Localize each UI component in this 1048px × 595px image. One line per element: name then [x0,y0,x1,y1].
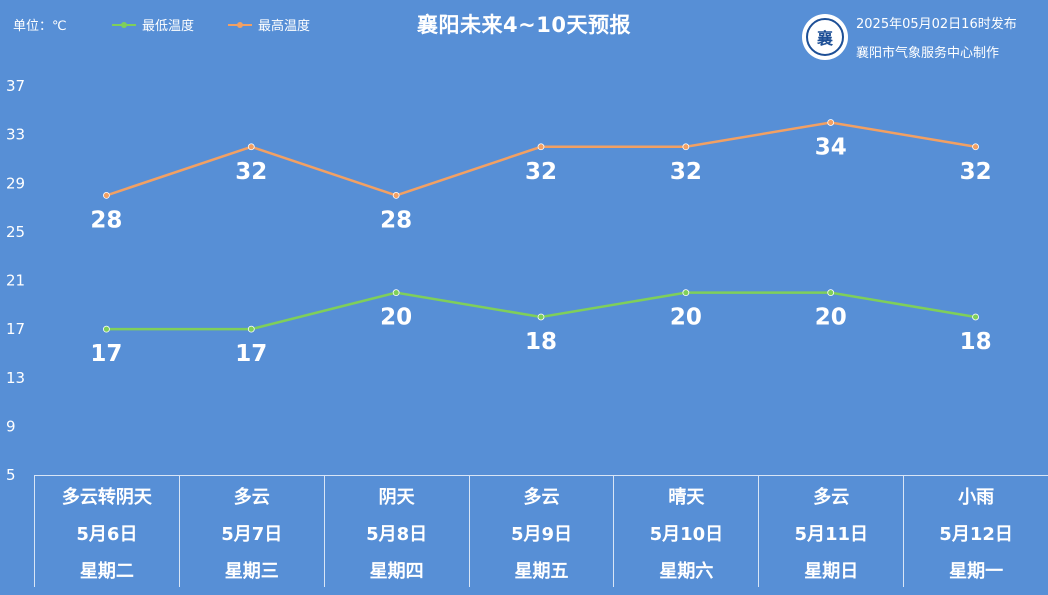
weather-text: 多云 [523,487,560,508]
weekday-text: 星期一 [949,561,1004,582]
data-point [103,325,110,333]
forecast-column: 晴天 5月10日 星期六 [613,475,758,587]
data-label: 18 [525,329,557,355]
y-tick-label: 25 [6,223,25,241]
logo-icon: 襄 [806,18,844,56]
data-point [247,143,255,151]
y-tick-label: 5 [6,466,16,484]
data-point [537,143,545,151]
weather-text: 多云转阴天 [61,487,152,508]
data-point [392,289,400,297]
data-label: 34 [815,134,847,160]
data-point [827,289,835,297]
data-label: 20 [670,305,702,331]
weather-text: 多云 [813,487,850,508]
y-tick-label: 37 [6,77,25,95]
legend-label-max: 最高温度 [258,19,311,34]
date-text: 5月9日 [510,524,573,545]
data-point [972,143,979,151]
min-line-legend-icon [112,21,136,28]
weather-text: 小雨 [958,487,995,508]
weekday-text: 星期二 [79,561,134,582]
page-title: 襄阳未来4~10天预报 [417,13,631,37]
y-tick-label: 33 [6,126,25,144]
data-point [392,192,400,199]
publish-time: 2025年05月02日16时发布 [856,17,1017,32]
table-top-border [34,475,1048,476]
weekday-text: 星期三 [224,561,279,582]
forecast-column: 小雨 5月12日 星期一 [903,475,1048,587]
forecast-table: 多云转阴天 5月6日 星期二 多云 5月7日 星期三 阴天 5月8日 星期四 多… [34,475,1048,587]
weather-text: 晴天 [668,487,705,508]
data-label: 32 [525,159,557,185]
legend-item-min[interactable]: 最低温度 [112,15,194,34]
data-label: 17 [235,341,267,367]
data-point [103,192,110,199]
forecast-column: 多云 5月9日 星期五 [468,475,614,587]
data-label: 32 [235,159,267,185]
weekday-text: 星期六 [659,561,714,582]
date-text: 5月12日 [939,524,1013,545]
data-label: 32 [960,159,992,185]
weather-text: 多云 [233,487,270,508]
data-label: 32 [670,159,702,185]
y-tick-label: 21 [6,272,25,290]
weather-service-logo: 襄 [802,14,848,60]
date-text: 5月6日 [76,524,138,545]
data-label: 20 [815,305,847,331]
data-label: 28 [380,207,412,233]
data-point [972,313,979,321]
forecast-column: 多云 5月11日 星期日 [758,475,903,587]
data-label: 20 [380,305,412,331]
date-text: 5月8日 [366,524,428,545]
y-tick-label: 17 [6,320,25,338]
legend-label-min: 最低温度 [142,19,195,34]
data-point [537,313,545,321]
forecast-column: 多云 5月7日 星期三 [178,475,324,587]
data-label: 28 [90,207,122,233]
forecast-column: 阴天 5月8日 星期四 [323,475,469,587]
y-tick-label: 13 [6,369,25,387]
date-text: 5月10日 [649,524,724,545]
forecast-column: 多云转阴天 5月6日 星期二 [34,475,179,587]
data-label: 17 [90,341,122,367]
y-tick-label: 9 [6,417,16,435]
data-label: 18 [960,329,992,355]
y-tick-label: 29 [6,174,25,192]
producer-label: 襄阳市气象服务中心制作 [856,46,1000,61]
weekday-text: 星期五 [514,561,569,582]
data-point [247,325,255,333]
weekday-text: 星期四 [369,561,424,582]
unit-label: 单位：℃ [13,19,67,34]
data-point [682,143,690,151]
data-point [827,119,835,126]
weekday-text: 星期日 [804,561,859,582]
weather-text: 阴天 [378,487,415,508]
date-text: 5月7日 [221,524,283,545]
date-text: 5月11日 [794,524,869,545]
max-line-legend-icon [228,21,252,28]
data-point [682,289,690,297]
legend-item-max[interactable]: 最高温度 [228,15,310,34]
